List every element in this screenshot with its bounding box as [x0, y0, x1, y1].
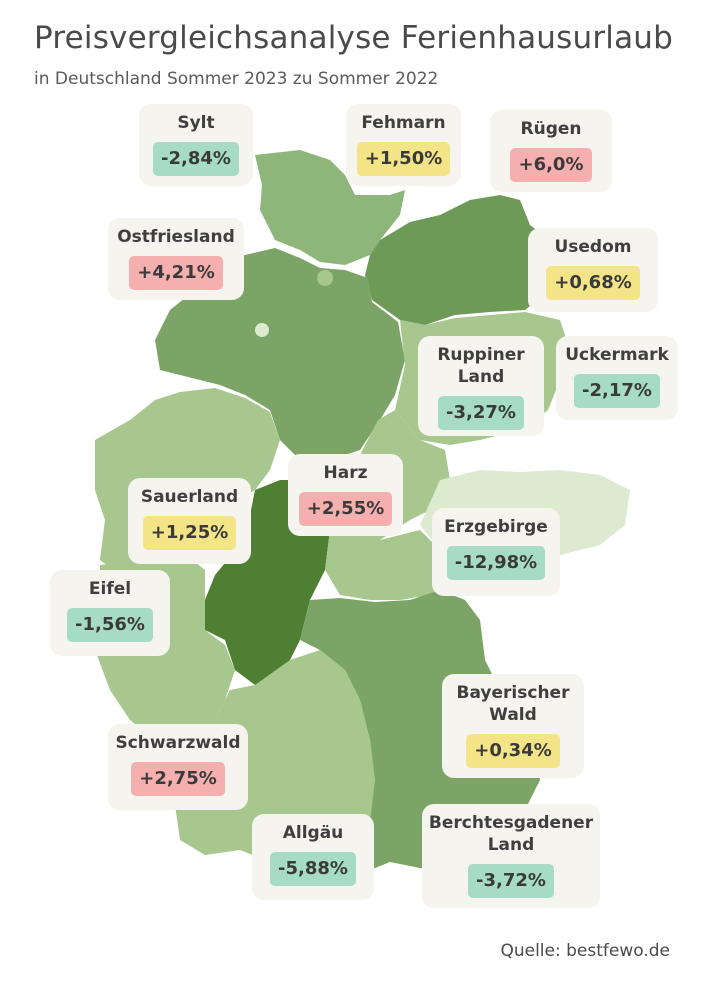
region-name: Usedom	[554, 237, 632, 257]
region-name: Sylt	[177, 113, 215, 133]
region-name: Sauerland	[140, 487, 239, 507]
region-name: Rügen	[520, 119, 582, 139]
region-card-sylt: Sylt -2,84%	[139, 104, 253, 186]
region-card-allgaeu: Allgäu -5,88%	[252, 814, 374, 900]
region-card-berchtesgadener-land: Berchtesgadener Land -3,72%	[422, 804, 600, 908]
region-card-uckermark: Uckermark -2,17%	[556, 336, 678, 420]
page-subtitle: in Deutschland Sommer 2023 zu Sommer 202…	[34, 69, 439, 89]
region-card-erzgebirge: Erzgebirge -12,98%	[432, 508, 560, 596]
region-card-ruppiner-land: Ruppiner Land -3,27%	[418, 336, 544, 436]
region-value: +1,25%	[142, 516, 237, 550]
region-card-fehmarn: Fehmarn +1,50%	[346, 104, 461, 186]
region-card-ostfriesland: Ostfriesland +4,21%	[108, 218, 244, 300]
page-title: Preisvergleichsanalyse Ferienhausurlaub	[34, 20, 674, 56]
region-name: Eifel	[88, 579, 132, 599]
region-value: +2,55%	[298, 492, 393, 526]
region-name: Harz	[323, 463, 368, 483]
region-name: Schwarzwald	[115, 733, 241, 753]
region-name: Ruppiner Land	[437, 345, 525, 387]
map-region-schleswig-holstein	[255, 150, 405, 265]
region-name: Ostfriesland	[117, 227, 235, 247]
region-name: Uckermark	[565, 345, 669, 365]
region-card-bayerischer-wald: Bayerischer Wald +0,34%	[442, 674, 584, 778]
map-city-hamburg	[317, 270, 333, 286]
region-value: +6,0%	[510, 148, 592, 182]
map-city-bremen	[255, 323, 269, 337]
region-value: -3,27%	[438, 396, 524, 430]
map-region-bayern	[300, 590, 540, 870]
region-value: -1,56%	[67, 608, 153, 642]
region-value: +1,50%	[356, 142, 451, 176]
region-name: Erzgebirge	[444, 517, 548, 537]
region-value: -2,17%	[574, 374, 660, 408]
region-value: +0,68%	[546, 266, 640, 300]
region-card-ruegen: Rügen +6,0%	[490, 110, 612, 192]
region-card-usedom: Usedom +0,68%	[528, 228, 658, 312]
region-card-sauerland: Sauerland +1,25%	[128, 478, 251, 564]
map-region-niedersachsen	[155, 248, 405, 460]
region-card-schwarzwald: Schwarzwald +2,75%	[108, 724, 248, 810]
region-value: -3,72%	[468, 864, 554, 898]
region-value: -12,98%	[446, 546, 546, 580]
region-name: Bayerischer Wald	[456, 683, 570, 725]
region-value: -2,84%	[153, 142, 239, 176]
region-name: Berchtesgadener Land	[428, 813, 594, 855]
region-card-eifel: Eifel -1,56%	[50, 570, 170, 656]
region-value: +0,34%	[466, 734, 560, 768]
region-value: -5,88%	[270, 852, 356, 886]
source-note: Quelle: bestfewo.de	[500, 941, 670, 961]
region-card-harz: Harz +2,55%	[288, 454, 403, 536]
region-name: Fehmarn	[361, 113, 446, 133]
region-value: +4,21%	[129, 256, 223, 290]
region-value: +2,75%	[131, 762, 225, 796]
map-region-mecklenburg-vorpommern	[365, 195, 555, 325]
region-name: Allgäu	[282, 823, 344, 843]
